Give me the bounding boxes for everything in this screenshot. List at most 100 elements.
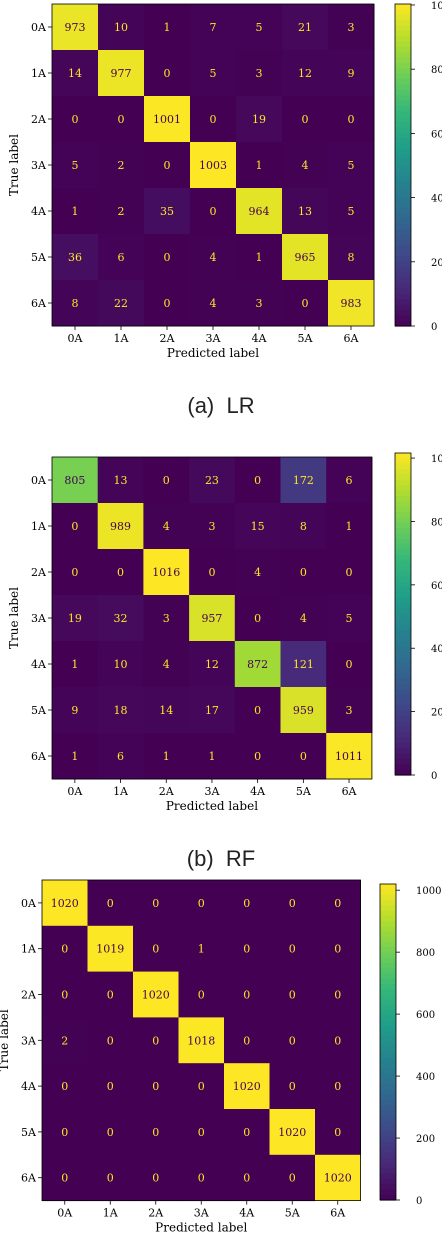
cell-value-label: 12 (298, 67, 312, 80)
matrix-cell (52, 4, 99, 51)
colorbar-segment (380, 1178, 396, 1185)
matrix-cell (280, 457, 327, 504)
y-tick-label: 4A (31, 205, 47, 218)
colorbar-segment (395, 224, 411, 230)
matrix-cell (236, 234, 283, 281)
colorbar-segment (395, 608, 411, 615)
cell-value-label: 2 (118, 205, 125, 218)
cell-value-label: 1 (71, 658, 78, 671)
matrix-cell (133, 1154, 179, 1202)
colorbar-segment (380, 905, 396, 911)
colorbar-segment (380, 1094, 396, 1101)
cell-value-label: 0 (198, 1172, 205, 1185)
cell-value-label: 19 (252, 113, 266, 126)
cell-value-label: 1 (256, 159, 263, 172)
cell-value-label: 5 (256, 21, 263, 34)
matrix-cell (133, 880, 179, 927)
colorbar-segment (380, 1015, 396, 1022)
matrix-cell (269, 1154, 316, 1202)
colorbar-segment (395, 309, 411, 316)
cell-value-label: 983 (341, 297, 362, 310)
matrix-cell (269, 971, 316, 1018)
matrix-cell (133, 1109, 179, 1156)
matrix-cell (178, 1063, 225, 1110)
colorbar-segment (395, 769, 411, 776)
matrix-cell (224, 971, 270, 1018)
colorbar-segment (395, 538, 411, 545)
matrix-cell (189, 549, 236, 596)
matrix-cell (328, 142, 375, 189)
colorbar-tick-label: 0 (431, 322, 437, 333)
cell-value-label: 0 (198, 897, 205, 910)
cell-value-label: 7 (210, 21, 217, 34)
colorbar-tick-label: 1000 (431, 1, 442, 12)
cell-value-label: 0 (107, 1126, 114, 1139)
colorbar-segment (395, 715, 411, 722)
cell-value-label: 2 (61, 1034, 68, 1047)
colorbar-segment (395, 288, 411, 295)
cell-value-label: 1001 (153, 113, 181, 126)
colorbar-segment (395, 635, 411, 642)
cell-value-label: 0 (61, 1172, 68, 1185)
colorbar-segment (380, 1073, 396, 1080)
x-tick-label: 5A (298, 332, 314, 345)
x-tick-label: 2A (159, 785, 175, 798)
colorbar-tick-label: 400 (431, 644, 442, 655)
matrix-cell (280, 687, 327, 734)
colorbar-segment (395, 732, 411, 739)
cell-value-label: 18 (114, 704, 128, 717)
matrix-cell (236, 50, 283, 97)
matrix-cell (328, 96, 375, 143)
cell-value-label: 0 (71, 520, 78, 533)
matrix-cell (326, 687, 373, 734)
colorbar-segment (395, 517, 411, 524)
cell-value-label: 0 (163, 474, 170, 487)
x-tick-label: 4A (239, 1207, 255, 1220)
matrix-cell (52, 142, 99, 189)
cell-value-label: 1011 (335, 750, 363, 763)
colorbar-segment (395, 175, 411, 182)
subfigure-caption: (b) RF (187, 846, 255, 871)
colorbar-segment (395, 662, 411, 669)
colorbar-segment (380, 1031, 396, 1038)
colorbar-segment (380, 1163, 396, 1169)
cell-value-label: 35 (160, 205, 174, 218)
matrix-cell (282, 234, 329, 281)
colorbar-segment (395, 651, 411, 658)
cell-value-label: 3 (256, 297, 263, 310)
colorbar-segment (380, 931, 396, 938)
colorbar-segment (395, 710, 411, 717)
cell-value-label: 5 (210, 67, 217, 80)
cell-value-label: 0 (107, 1172, 114, 1185)
cell-value-label: 1 (346, 520, 353, 533)
matrix-cell (42, 971, 88, 1018)
matrix-cell (224, 1109, 270, 1156)
matrix-cell (234, 595, 281, 642)
cell-value-label: 0 (61, 989, 68, 1002)
colorbar-segment (395, 533, 411, 540)
cell-value-label: 0 (289, 1172, 296, 1185)
cell-value-label: 4 (163, 658, 170, 671)
colorbar-segment (395, 143, 411, 150)
cell-value-label: 8 (300, 520, 307, 533)
matrix-cell (282, 50, 329, 97)
colorbar-segment (395, 721, 411, 728)
colorbar-segment (380, 963, 396, 969)
colorbar-segment (395, 159, 411, 166)
colorbar-segment (395, 764, 411, 771)
colorbar-tick-label: 600 (431, 581, 442, 592)
colorbar-segment (380, 1157, 396, 1164)
y-tick-label: 1A (21, 943, 37, 956)
cell-value-label: 965 (295, 251, 316, 264)
matrix-cell (52, 595, 99, 642)
colorbar-segment (380, 1115, 396, 1122)
cell-value-label: 1019 (96, 943, 124, 956)
cell-value-label: 15 (251, 520, 265, 533)
cell-value-label: 0 (300, 566, 307, 579)
cell-value-label: 1 (164, 21, 171, 34)
colorbar-segment (395, 111, 411, 118)
matrix-cell (178, 1154, 225, 1202)
colorbar-segment (395, 68, 411, 75)
colorbar-segment (395, 587, 411, 594)
matrix-cell (143, 549, 190, 596)
